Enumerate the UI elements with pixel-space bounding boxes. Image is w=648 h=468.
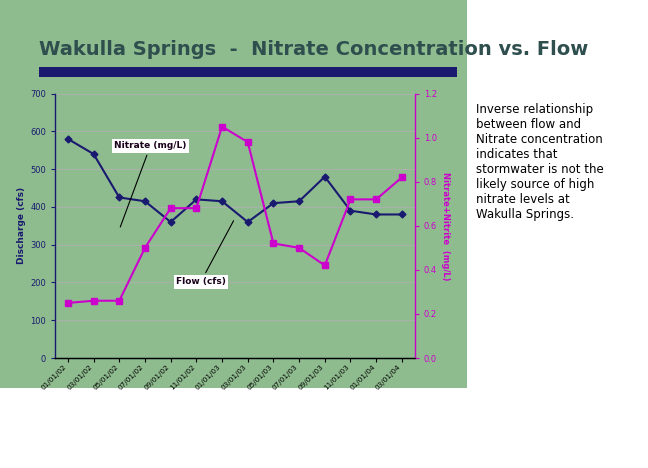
Text: Nitrate (mg/L): Nitrate (mg/L) [114,141,187,227]
Text: Wakulla Springs  -  Nitrate Concentration vs. Flow: Wakulla Springs - Nitrate Concentration … [39,40,588,58]
Y-axis label: Nitrate+Nitrite  (mg/L): Nitrate+Nitrite (mg/L) [441,172,450,280]
Text: Flow (cfs): Flow (cfs) [176,221,233,286]
Bar [0,0,227,126]
Bar [39,67,457,77]
Text: Inverse relationship
between flow and
Nitrate concentration
indicates that
storm: Inverse relationship between flow and Ni… [476,103,604,221]
Bar [0,0,467,388]
Y-axis label: Discharge (cfs): Discharge (cfs) [17,187,26,264]
